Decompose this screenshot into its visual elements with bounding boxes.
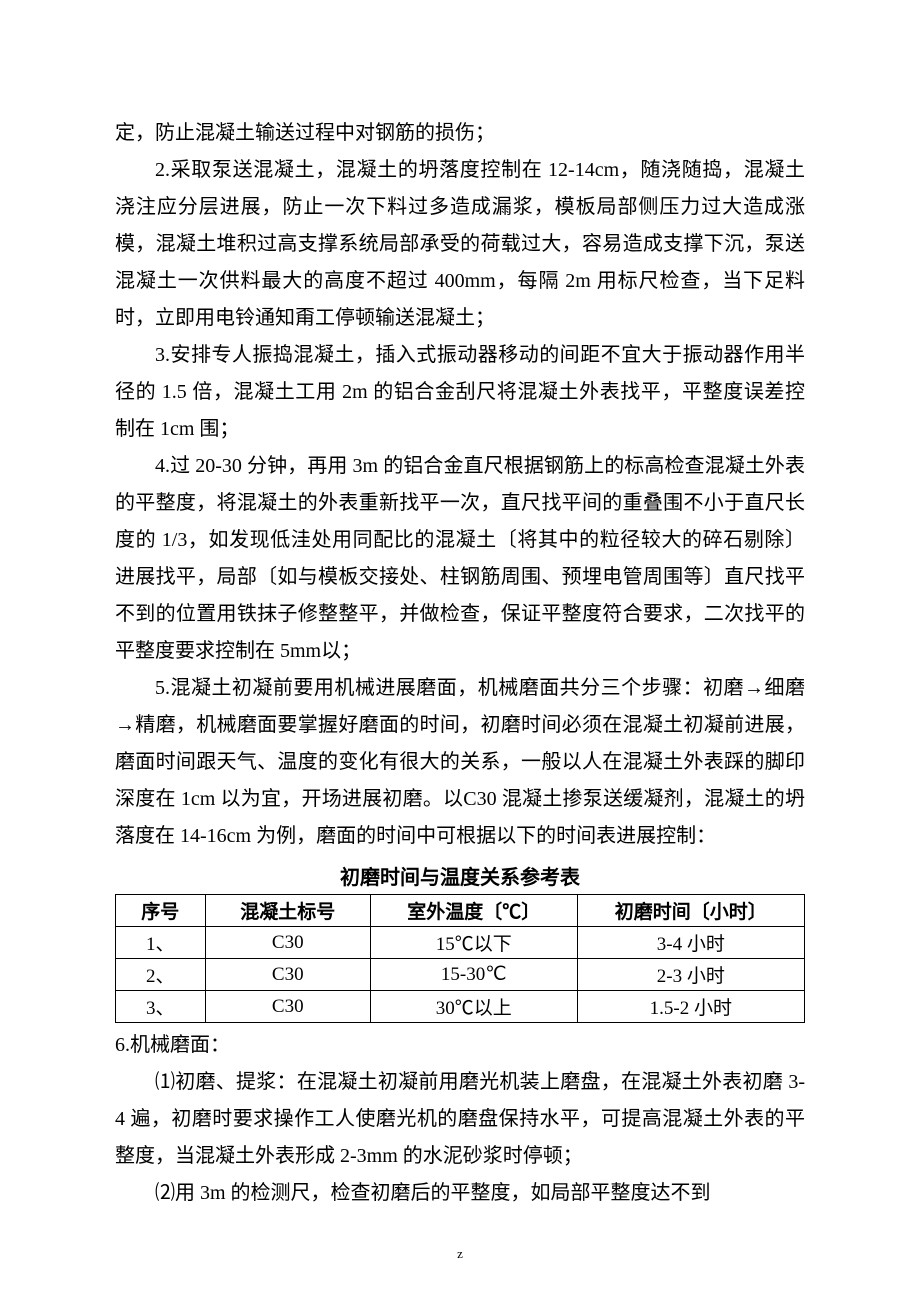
paragraph-6: 6.机械磨面：: [115, 1027, 805, 1064]
table-title: 初磨时间与温度关系参考表: [115, 861, 805, 890]
header-temp: 室外温度〔℃〕: [370, 895, 577, 927]
cell-grade: C30: [205, 959, 370, 991]
header-grade: 混凝土标号: [205, 895, 370, 927]
page-footer: z: [0, 1246, 920, 1262]
paragraph-3: 3.安排专人振捣混凝土，插入式振动器移动的间距不宜大于振动器作用半径的 1.5 …: [115, 337, 805, 448]
cell-time: 1.5-2 小时: [577, 991, 804, 1023]
cell-time: 2-3 小时: [577, 959, 804, 991]
paragraph-7: ⑴初磨、提浆：在混凝土初凝前用磨光机装上磨盘，在混凝土外表初磨 3-4 遍，初磨…: [115, 1064, 805, 1175]
cell-seq: 2、: [116, 959, 206, 991]
table-row: 2、 C30 15-30℃ 2-3 小时: [116, 959, 805, 991]
cell-grade: C30: [205, 991, 370, 1023]
paragraph-4: 4.过 20-30 分钟，再用 3m 的铝合金直尺根据钢筋上的标高检查混凝土外表…: [115, 448, 805, 670]
paragraph-5: 5.混凝土初凝前要用机械进展磨面，机械磨面共分三个步骤：初磨→细磨→精磨，机械磨…: [115, 670, 805, 855]
table-row: 1、 C30 15℃以下 3-4 小时: [116, 927, 805, 959]
reference-table: 序号 混凝土标号 室外温度〔℃〕 初磨时间〔小时〕 1、 C30 15℃以下 3…: [115, 894, 805, 1023]
cell-temp: 30℃以上: [370, 991, 577, 1023]
table-header-row: 序号 混凝土标号 室外温度〔℃〕 初磨时间〔小时〕: [116, 895, 805, 927]
header-time: 初磨时间〔小时〕: [577, 895, 804, 927]
paragraph-2: 2.采取泵送混凝土，混凝土的坍落度控制在 12-14cm，随浇随捣，混凝土浇注应…: [115, 152, 805, 337]
cell-seq: 3、: [116, 991, 206, 1023]
table-row: 3、 C30 30℃以上 1.5-2 小时: [116, 991, 805, 1023]
paragraph-1: 定，防止混凝土输送过程中对钢筋的损伤；: [115, 115, 805, 152]
cell-temp: 15℃以下: [370, 927, 577, 959]
cell-temp: 15-30℃: [370, 959, 577, 991]
cell-time: 3-4 小时: [577, 927, 804, 959]
cell-grade: C30: [205, 927, 370, 959]
header-seq: 序号: [116, 895, 206, 927]
paragraph-8: ⑵用 3m 的检测尺，检查初磨后的平整度，如局部平整度达不到: [115, 1175, 805, 1212]
cell-seq: 1、: [116, 927, 206, 959]
document-page: 定，防止混凝土输送过程中对钢筋的损伤； 2.采取泵送混凝土，混凝土的坍落度控制在…: [0, 0, 920, 1302]
